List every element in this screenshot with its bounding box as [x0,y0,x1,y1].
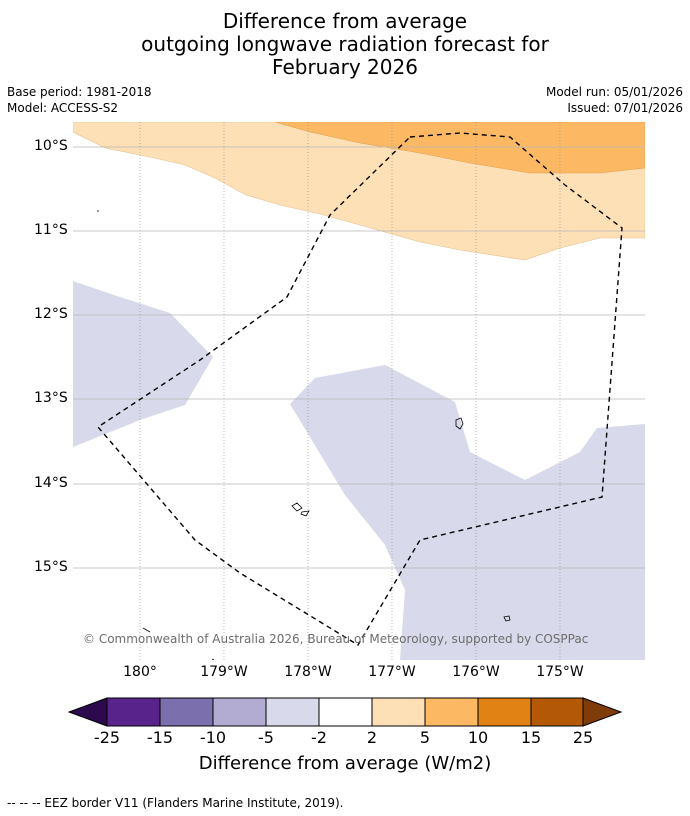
latitude-gridlines [73,146,645,569]
colorbar-segment [266,698,319,726]
title-line-2: outgoing longwave radiation forecast for [141,32,549,56]
lon-label-178w: 178°W [284,664,332,680]
model-name: Model: ACCESS-S2 [7,101,119,115]
colorbar-tick: 2 [366,728,378,747]
region-lavender-west [73,281,213,447]
colorbar-segment [531,698,583,726]
region-lavender-east [290,365,645,660]
colorbar-tick: -10 [199,728,227,747]
eez-legend: -- -- -- EEZ border V11 (Flanders Marine… [7,796,344,810]
island-wallis [455,417,464,430]
colorbar-segment [425,698,478,726]
lon-label-177w: 177°W [368,664,416,680]
island-small-east [503,615,511,622]
island-futuna [291,502,310,517]
colorbar-segment [107,698,160,726]
colorbar-outline [106,697,584,727]
islands [97,210,511,660]
colorbar-tick: -2 [311,728,327,747]
colorbar-extend-low [67,697,108,727]
colorbar-tick: 25 [572,728,594,747]
lat-label-10s: 10°S [34,138,68,154]
model-run: Model run: 05/01/2026 [545,85,683,99]
colorbar-tick: 15 [520,728,542,747]
lat-label-11s: 11°S [34,222,68,238]
colorbar-dividers [159,698,532,726]
island-small-bottom [211,658,215,660]
colorbar-segment [319,698,372,726]
colorbar-extend-high [582,697,623,727]
colorbar-tick: -25 [93,728,121,747]
issued-date: Issued: 07/01/2026 [567,101,683,115]
colorbar-segment [372,698,425,726]
colorbar-tick: -5 [258,728,274,747]
lat-label-12s: 12°S [34,306,68,322]
colorbar-segment [160,698,213,726]
lat-label-13s: 13°S [34,390,68,406]
copyright-notice: © Commonwealth of Australia 2026, Bureau… [83,632,589,646]
colorbar-tick: -15 [146,728,174,747]
lon-label-179w: 179°W [200,664,248,680]
colorbar-label: Difference from average (W/m2) [198,753,492,774]
lon-label-180: 180° [123,664,157,680]
eez-border [96,132,623,646]
lat-label-14s: 14°S [34,475,68,491]
lon-label-176w: 176°W [452,664,500,680]
title-line-1: Difference from average [222,9,468,33]
map-plot-area [73,122,645,660]
colorbar-tick: 5 [419,728,431,747]
lon-label-175w: 175°W [536,664,584,680]
island-small-south [142,627,151,633]
title-line-3: February 2026 [272,55,418,79]
region-orange [274,122,645,174]
colorbar-tick: 10 [467,728,489,747]
lat-label-15s: 15°S [34,559,68,575]
base-period: Base period: 1981-2018 [7,85,152,99]
colorbar-segment [213,698,266,726]
colorbar [67,697,623,727]
colorbar-segment [478,698,531,726]
